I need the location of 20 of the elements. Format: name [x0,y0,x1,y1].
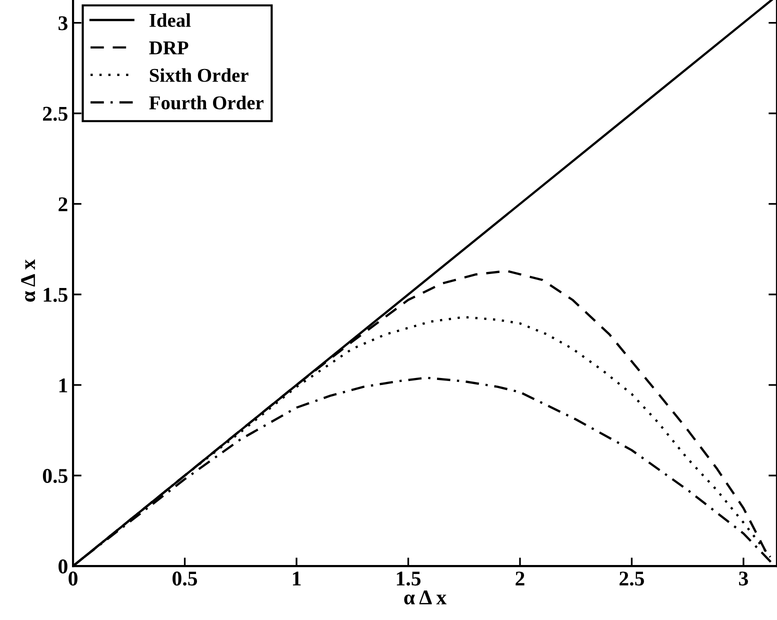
x-tick-label: 1.5 [396,572,421,586]
legend-label: Fourth Order [149,96,264,110]
y-tick-label: 2 [58,197,68,212]
x-tick-label: 3 [739,572,748,586]
y-tick-label: 0.5 [42,468,68,484]
y-tick-label: 2.5 [43,106,68,121]
x-tick-label: 2.5 [620,572,644,586]
x-tick-label: 2 [516,572,524,586]
y-tick-label: 0 [58,559,68,574]
y-tick-label: 1 [59,378,68,392]
x-tick-label: 1 [292,572,301,586]
x-axis-title: α Δ x [404,590,447,604]
legend-label: Ideal [150,13,191,27]
x-tick-label: 0.5 [172,572,198,586]
y-tick-label: 1.5 [44,288,68,302]
legend-label: DRP [149,42,188,54]
x-tick-label: 0 [68,572,78,586]
legend-label: Sixth Order [150,68,248,82]
y-axis-title: α Δ x [21,259,36,302]
y-tick-label: 3 [58,16,68,30]
